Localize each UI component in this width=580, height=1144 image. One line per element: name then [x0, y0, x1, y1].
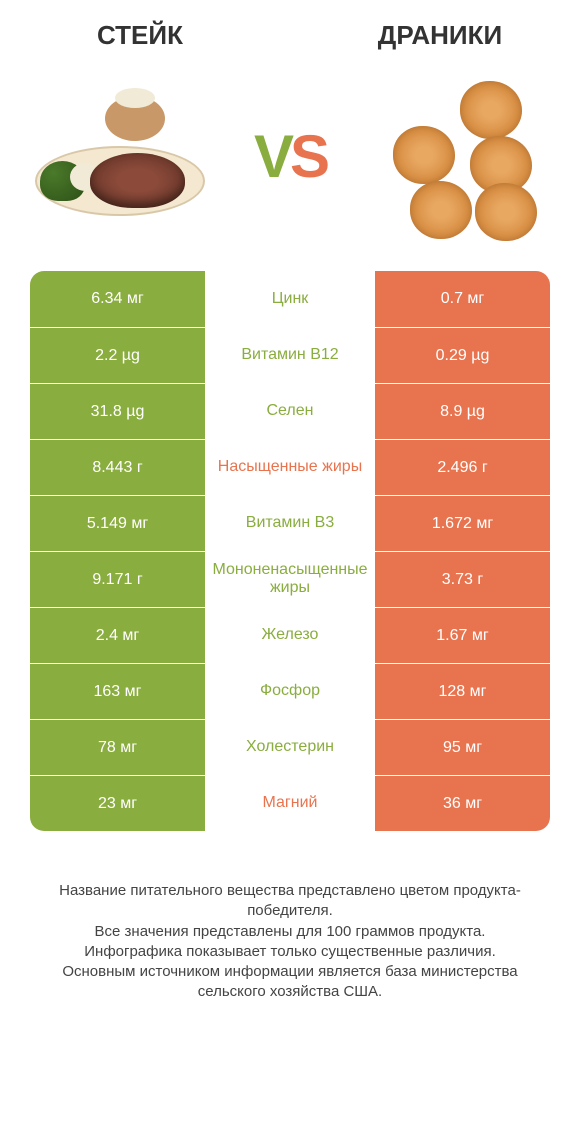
table-row: 2.2 µgВитамин B120.29 µg — [30, 327, 550, 383]
table-row: 163 мгФосфор128 мг — [30, 663, 550, 719]
left-value-cell: 6.34 мг — [30, 271, 205, 327]
left-food-title: СТЕЙК — [40, 20, 240, 51]
left-value-cell: 163 мг — [30, 663, 205, 719]
nutrient-name-cell: Фосфор — [205, 663, 375, 719]
vs-s-letter: S — [290, 123, 326, 190]
dranik-icon — [393, 126, 455, 184]
right-value-cell: 36 мг — [375, 775, 550, 831]
table-row: 23 мгМагний36 мг — [30, 775, 550, 831]
nutrient-name-cell: Витамин B12 — [205, 327, 375, 383]
nutrient-name-cell: Цинк — [205, 271, 375, 327]
nutrient-name-cell: Магний — [205, 775, 375, 831]
right-value-cell: 1.672 мг — [375, 495, 550, 551]
dranik-icon — [460, 81, 522, 139]
nutrient-name-cell: Холестерин — [205, 719, 375, 775]
potato-icon — [105, 96, 165, 141]
left-value-cell: 2.2 µg — [30, 327, 205, 383]
vs-v-letter: V — [254, 123, 290, 190]
right-value-cell: 8.9 µg — [375, 383, 550, 439]
left-value-cell: 5.149 мг — [30, 495, 205, 551]
left-value-cell: 31.8 µg — [30, 383, 205, 439]
table-row: 8.443 гНасыщенные жиры2.496 г — [30, 439, 550, 495]
comparison-table: 6.34 мгЦинк0.7 мг2.2 µgВитамин B120.29 µ… — [30, 271, 550, 831]
right-value-cell: 0.7 мг — [375, 271, 550, 327]
vs-label: VS — [254, 122, 326, 191]
nutrient-name-cell: Витамин B3 — [205, 495, 375, 551]
nutrient-name-cell: Мононенасыщенные жиры — [205, 551, 375, 607]
right-value-cell: 95 мг — [375, 719, 550, 775]
nutrient-name-cell: Селен — [205, 383, 375, 439]
left-value-cell: 8.443 г — [30, 439, 205, 495]
footer-line: Основным источником информации является … — [30, 962, 550, 1003]
right-value-cell: 3.73 г — [375, 551, 550, 607]
header-row: СТЕЙК ДРАНИКИ — [0, 0, 580, 61]
right-value-cell: 0.29 µg — [375, 327, 550, 383]
steak-icon — [90, 153, 185, 208]
dranik-icon — [410, 181, 472, 239]
table-row: 31.8 µgСелен8.9 µg — [30, 383, 550, 439]
left-value-cell: 23 мг — [30, 775, 205, 831]
table-row: 78 мгХолестерин95 мг — [30, 719, 550, 775]
steak-image — [30, 71, 210, 241]
table-row: 6.34 мгЦинк0.7 мг — [30, 271, 550, 327]
table-row: 9.171 гМононенасыщенные жиры3.73 г — [30, 551, 550, 607]
nutrient-name-cell: Насыщенные жиры — [205, 439, 375, 495]
images-row: VS — [0, 61, 580, 271]
footer-line: Все значения представлены для 100 граммо… — [30, 922, 550, 942]
left-value-cell: 9.171 г — [30, 551, 205, 607]
footer-note: Название питательного вещества представл… — [30, 881, 550, 1003]
table-row: 2.4 мгЖелезо1.67 мг — [30, 607, 550, 663]
draniki-image — [370, 71, 550, 241]
table-row: 5.149 мгВитамин B31.672 мг — [30, 495, 550, 551]
right-value-cell: 1.67 мг — [375, 607, 550, 663]
footer-line: Название питательного вещества представл… — [30, 881, 550, 922]
left-value-cell: 78 мг — [30, 719, 205, 775]
left-value-cell: 2.4 мг — [30, 607, 205, 663]
nutrient-name-cell: Железо — [205, 607, 375, 663]
right-food-title: ДРАНИКИ — [340, 20, 540, 51]
right-value-cell: 128 мг — [375, 663, 550, 719]
right-value-cell: 2.496 г — [375, 439, 550, 495]
dranik-icon — [475, 183, 537, 241]
footer-line: Инфографика показывает только существенн… — [30, 942, 550, 962]
